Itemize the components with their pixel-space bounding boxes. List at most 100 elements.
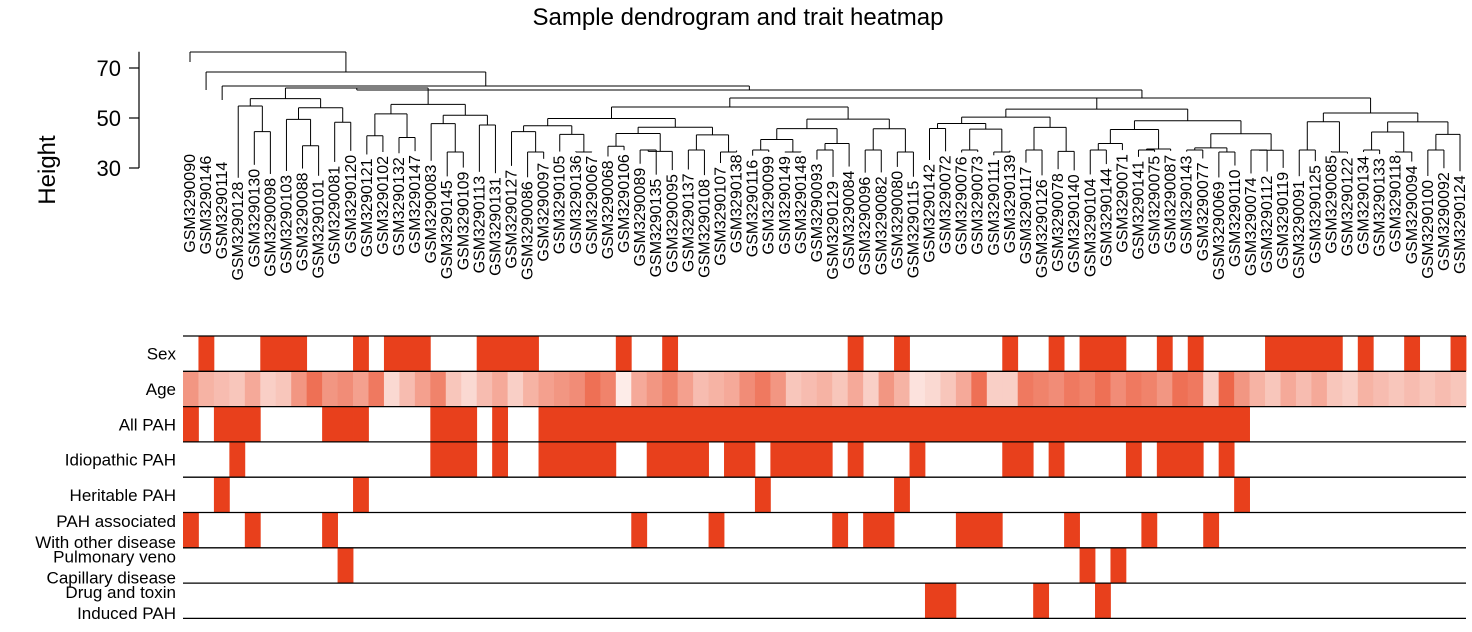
heatmap-cell bbox=[322, 371, 338, 407]
leaf-label: GSM3290083 bbox=[423, 165, 440, 264]
heatmap-cell bbox=[1048, 406, 1065, 442]
leaf-label: GSM3290113 bbox=[471, 176, 488, 274]
heatmap-cell bbox=[275, 371, 292, 407]
heatmap-cell bbox=[198, 371, 215, 407]
leaf-label: GSM3290100 bbox=[1420, 180, 1437, 279]
leaf-label: GSM3290135 bbox=[648, 179, 665, 278]
heatmap-cell bbox=[1141, 512, 1158, 548]
heatmap-cell bbox=[1172, 406, 1189, 442]
heatmap-cell bbox=[584, 406, 601, 442]
heatmap-cell bbox=[337, 547, 354, 584]
leaf-label: GSM3290107 bbox=[713, 167, 730, 266]
row-label: PAH associated bbox=[56, 512, 176, 531]
heatmap-cell bbox=[1419, 371, 1436, 407]
leaf-label: GSM3290140 bbox=[1066, 174, 1083, 273]
heatmap-cell bbox=[1435, 371, 1451, 407]
heatmap-cell bbox=[677, 441, 694, 478]
leaf-label: GSM3290078 bbox=[1050, 173, 1067, 272]
heatmap-cell bbox=[523, 336, 539, 372]
leaf-label: GSM3290105 bbox=[552, 155, 569, 254]
leaf-label: GSM3290118 bbox=[1388, 155, 1405, 253]
leaf-label: GSM3290117 bbox=[1018, 167, 1035, 265]
heatmap-cell bbox=[600, 371, 617, 407]
y-tick-label: 70 bbox=[97, 56, 121, 81]
heatmap-cell bbox=[739, 441, 756, 478]
row-label: All PAH bbox=[119, 415, 176, 434]
heatmap-cell bbox=[708, 512, 725, 548]
heatmap-cell bbox=[971, 371, 988, 407]
heatmap-cell bbox=[754, 371, 771, 407]
leaf-label: GSM3290136 bbox=[568, 155, 585, 254]
heatmap-cell bbox=[816, 406, 833, 442]
leaf-label: GSM3290130 bbox=[246, 169, 263, 268]
heatmap-cell bbox=[229, 441, 246, 478]
heatmap-cell bbox=[383, 336, 400, 372]
heatmap-cell bbox=[631, 406, 648, 442]
heatmap-cell bbox=[1187, 336, 1204, 372]
heatmap-cell bbox=[523, 371, 539, 407]
leaf-label: GSM3290080 bbox=[889, 171, 906, 270]
heatmap-cell bbox=[940, 406, 957, 442]
row-label: With other disease bbox=[35, 533, 176, 552]
heatmap-cell bbox=[955, 406, 972, 442]
leaf-label: GSM3290111 bbox=[986, 159, 1003, 255]
heatmap-cell bbox=[832, 406, 849, 442]
heatmap-cell bbox=[461, 371, 478, 407]
heatmap-cell bbox=[353, 371, 369, 407]
heatmap-cell bbox=[1265, 371, 1281, 407]
leaf-label: GSM3290090 bbox=[182, 154, 199, 253]
heatmap-cell bbox=[940, 583, 957, 619]
heatmap-cell bbox=[492, 336, 509, 372]
y-tick-label: 50 bbox=[97, 106, 121, 131]
leaf-label: GSM3290127 bbox=[504, 170, 521, 269]
heatmap-cell bbox=[260, 336, 277, 372]
heatmap-cell bbox=[383, 371, 400, 407]
heatmap-cell bbox=[1342, 371, 1359, 407]
leaf-label: GSM3290082 bbox=[873, 176, 890, 275]
leaf-label: GSM3290114 bbox=[214, 162, 231, 260]
heatmap-cell bbox=[801, 371, 818, 407]
heatmap-cell bbox=[1048, 441, 1065, 478]
heatmap-cell bbox=[492, 406, 509, 442]
heatmap-cell bbox=[538, 406, 555, 442]
leaf-label: GSM3290131 bbox=[487, 177, 504, 276]
heatmap-cell bbox=[1064, 371, 1080, 407]
heatmap-cell bbox=[847, 406, 864, 442]
heatmap-cell bbox=[847, 371, 864, 407]
heatmap-cell bbox=[1002, 371, 1019, 407]
heatmap-cell bbox=[1187, 406, 1204, 442]
y-tick-label: 30 bbox=[97, 156, 121, 181]
heatmap-cell bbox=[863, 512, 880, 548]
dendrogram bbox=[189, 51, 1461, 178]
leaf-label: GSM3290092 bbox=[1436, 172, 1453, 271]
heatmap-cell bbox=[1079, 336, 1096, 372]
heatmap-cell bbox=[1048, 336, 1065, 372]
leaf-label: GSM3290128 bbox=[230, 182, 247, 281]
leaf-label: GSM3290125 bbox=[1307, 165, 1324, 264]
heatmap-cell bbox=[600, 406, 617, 442]
heatmap-cell bbox=[1079, 547, 1096, 584]
leaf-label: GSM3290103 bbox=[278, 175, 295, 274]
leaf-label: GSM3290093 bbox=[809, 164, 826, 263]
heatmap-cell bbox=[1326, 371, 1343, 407]
leaf-label: GSM3290133 bbox=[1372, 158, 1389, 257]
heatmap-cell bbox=[1295, 371, 1312, 407]
heatmap-cell bbox=[1373, 371, 1390, 407]
heatmap-cell bbox=[693, 371, 709, 407]
leaf-label: GSM3290087 bbox=[1163, 155, 1180, 254]
heatmap-cell bbox=[878, 512, 895, 548]
heatmap-cell bbox=[213, 406, 230, 442]
heatmap-cell bbox=[615, 371, 632, 407]
heatmap-cell bbox=[863, 371, 880, 407]
heatmap-cell bbox=[924, 583, 941, 619]
leaf-label: GSM3290139 bbox=[1002, 155, 1019, 254]
heatmap-cell bbox=[213, 371, 230, 407]
heatmap-cell bbox=[708, 406, 725, 442]
heatmap-cell bbox=[693, 441, 709, 478]
leaf-label: GSM3290072 bbox=[938, 155, 955, 254]
heatmap-cell bbox=[1002, 406, 1019, 442]
heatmap-cell bbox=[430, 371, 447, 407]
heatmap-cell bbox=[1141, 406, 1158, 442]
heatmap-cell bbox=[414, 371, 431, 407]
row-label: Heritable PAH bbox=[70, 486, 176, 505]
